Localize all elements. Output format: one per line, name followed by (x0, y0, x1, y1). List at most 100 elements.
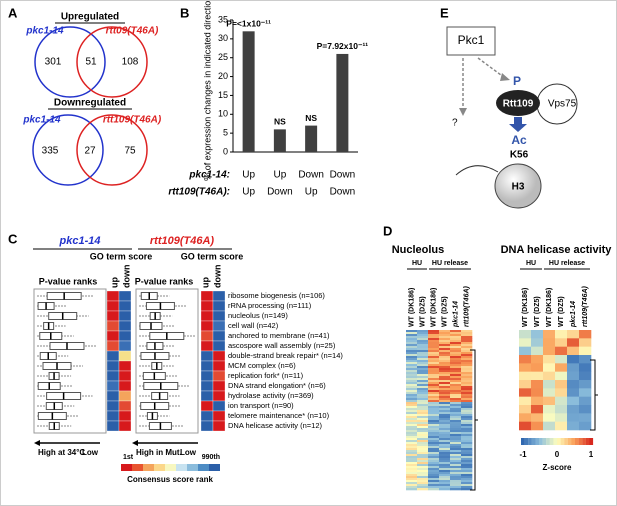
expr-cell (417, 378, 429, 381)
expr-cell (439, 480, 451, 483)
expr-cell (439, 462, 451, 465)
expr-cell (406, 390, 418, 393)
expr-cell (450, 410, 462, 413)
expr-cell (439, 472, 451, 475)
expr-cell (519, 396, 532, 406)
expr-cell (461, 384, 473, 387)
expr-cell (406, 388, 418, 391)
expr-cell (406, 340, 418, 343)
hu-release: HU release (432, 260, 468, 267)
expr-cell (461, 456, 473, 459)
heat-cell (212, 290, 226, 302)
col-label: WT (DZ5) (419, 296, 426, 327)
expr-cell (555, 388, 568, 397)
go-term: cell wall (n=42) (228, 321, 279, 330)
expr-cell (406, 468, 418, 471)
expr-cell (461, 458, 473, 461)
x-tick-label: Up (242, 170, 255, 181)
expr-cell (406, 424, 418, 427)
expr-cell (450, 436, 462, 439)
expr-cell (417, 488, 429, 491)
go-term: double-strand break repair* (n=14) (228, 351, 343, 360)
heat-cell (106, 350, 120, 362)
expr-cell (417, 398, 429, 401)
expr-cell (461, 372, 473, 375)
expr-cell (417, 374, 429, 377)
expr-cell (439, 436, 451, 439)
x-tick-label: Up (242, 187, 255, 198)
expr-cell (555, 363, 568, 372)
expr-cell (417, 474, 429, 477)
expr-cell (406, 342, 418, 345)
expr-cell (428, 372, 440, 375)
expr-cell (439, 388, 451, 391)
expr-cell (461, 460, 473, 463)
expr-cell (428, 416, 440, 419)
expr-cell (428, 352, 440, 355)
heat-cell (118, 390, 132, 402)
col-label: pkc1-14 (452, 301, 459, 328)
expr-cell (417, 468, 429, 471)
expr-cell (450, 384, 462, 387)
heat-cell (212, 300, 226, 312)
expr-cell (579, 363, 592, 372)
colorbar (165, 464, 176, 471)
expr-cell (555, 371, 568, 381)
expr-cell (461, 334, 473, 337)
panel-label: C (8, 231, 18, 246)
expr-cell (417, 332, 429, 335)
expr-cell (406, 454, 418, 457)
expr-cell (417, 358, 429, 361)
expr-cell (417, 420, 429, 423)
heat-cell (106, 360, 120, 372)
expr-cell (406, 482, 418, 485)
expr-cell (406, 446, 418, 449)
heat-cell (200, 350, 214, 362)
heat-cell (106, 390, 120, 402)
go-term: rRNA processing (n=111) (228, 301, 312, 310)
expr-cell (461, 474, 473, 477)
expr-cell (450, 442, 462, 445)
expr-cell (428, 340, 440, 343)
expr-cell (406, 344, 418, 347)
expr-cell (555, 330, 568, 339)
heat-cell (200, 370, 214, 382)
expr-cell (439, 330, 451, 333)
expr-cell (439, 426, 451, 429)
expr-cell (428, 346, 440, 349)
expr-cell (579, 405, 592, 414)
y-tick-label: 20 (218, 71, 228, 81)
heat-cell (118, 350, 132, 362)
expr-cell (543, 421, 556, 431)
expr-cell (461, 408, 473, 411)
expr-cell (417, 376, 429, 379)
expr-cell (439, 350, 451, 353)
expr-cell (450, 352, 462, 355)
expr-cell (555, 396, 568, 406)
expr-cell (519, 388, 532, 397)
x-tick-label: Down (267, 187, 293, 198)
expr-cell (417, 478, 429, 481)
expr-cell (417, 428, 429, 431)
go-term: anchored to membrane (n=41) (228, 331, 330, 340)
expr-cell (439, 470, 451, 473)
z-colorbar (567, 438, 572, 445)
expr-cell (417, 448, 429, 451)
expr-cell (406, 444, 418, 447)
expr-cell (450, 422, 462, 425)
go-term: ribosome biogenesis (n=106) (228, 291, 325, 300)
expr-cell (450, 466, 462, 469)
heat-cell (106, 290, 120, 302)
expr-cell (450, 476, 462, 479)
go-term: MCM complex (n=6) (228, 361, 296, 370)
expr-cell (428, 470, 440, 473)
expr-cell (461, 344, 473, 347)
expr-cell (461, 454, 473, 457)
expr-cell (555, 338, 568, 347)
expr-cell (428, 454, 440, 457)
expr-cell (567, 330, 580, 339)
z-colorbar (571, 438, 576, 445)
expr-cell (519, 405, 532, 414)
expr-cell (450, 438, 462, 441)
z-tick: -1 (519, 450, 527, 459)
